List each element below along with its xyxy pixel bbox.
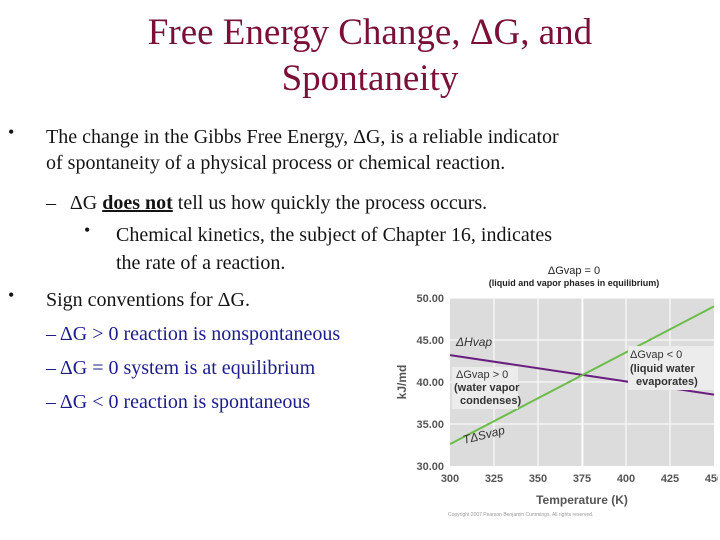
sub-bullet-dash: – — [46, 192, 56, 214]
annotation-box-left — [452, 367, 518, 409]
x-tick-label-0: 300 — [441, 473, 459, 485]
sub-bullet-emphasis: does not — [102, 192, 173, 214]
x-tick-label-2: 350 — [529, 473, 547, 485]
convention-zero: – ΔG = 0 system is at equilibrium — [46, 357, 316, 379]
y-tick-label-4: 50.00 — [416, 293, 444, 305]
annotation-right-2: (liquid water — [630, 363, 696, 375]
y-tick-label-2: 40.00 — [416, 377, 444, 389]
x-tick-label-6: 450 — [705, 473, 718, 485]
subsub-bullet-marker: • — [84, 220, 91, 240]
y-tick-labels: 30.00 35.00 40.00 45.00 50.00 — [416, 293, 444, 473]
x-tick-label-3: 375 — [573, 473, 591, 485]
bullet-marker-2: • — [8, 285, 15, 305]
bullet-1-line-1: The change in the Gibbs Free Energy, ΔG,… — [46, 126, 559, 148]
title-line-2: Spontaneity — [281, 58, 459, 99]
series-line-tdsvap — [449, 305, 715, 446]
series-label-dhvap: ΔHvap — [455, 335, 492, 349]
convention-negative: – ΔG < 0 reaction is spontaneous — [46, 391, 311, 413]
annotation-right-1: ΔGvap < 0 — [630, 349, 682, 361]
y-tick-label-3: 45.00 — [416, 335, 444, 347]
y-axis-label: kJ/md — [395, 365, 409, 400]
bullet-1-line-2: of spontaneity of a physical process or … — [46, 152, 506, 174]
x-axis-label: Temperature (K) — [536, 493, 628, 507]
bullet-2: Sign conventions for ΔG. — [46, 289, 250, 311]
sub-bullet-pre: ΔG — [69, 192, 103, 214]
slide-title: Free Energy Change, ΔG, and Spontaneity — [60, 10, 680, 102]
x-tick-label-1: 325 — [485, 473, 503, 485]
annotation-box-right — [628, 346, 714, 390]
subsub-line-2: the rate of a reaction. — [116, 252, 286, 274]
annotation-left-2: (water vapor — [454, 382, 520, 394]
subsub-line-1: Chemical kinetics, the subject of Chapte… — [116, 224, 552, 246]
sub-bullet: – ΔG does not tell us how quickly the pr… — [46, 191, 487, 215]
y-tick-label-1: 35.00 — [416, 419, 444, 431]
y-tick-label-0: 30.00 — [416, 461, 444, 473]
convention-positive: – ΔG > 0 reaction is nonspontaneous — [46, 323, 341, 345]
annotation-top-sub: (liquid and vapor phases in equilibrium) — [489, 278, 660, 288]
gibbs-energy-chart: 30.00 35.00 40.00 45.00 50.00 300 325 350 375 40… — [395, 265, 718, 518]
annotation-left-1: ΔGvap > 0 — [456, 369, 508, 381]
x-tick-labels: 300 325 350 375 400 425 450 — [441, 473, 718, 485]
x-tick-label-5: 425 — [661, 473, 679, 485]
title-line-1: Free Energy Change, ΔG, and — [147, 12, 593, 53]
annotation-left-3: condenses) — [460, 395, 521, 407]
sub-bullet-post: tell us how quickly the process occurs. — [172, 192, 488, 214]
annotation-right-3: evaporates) — [636, 376, 698, 388]
copyright-note: Copyright 2007 Pearson Benjamin Cummings… — [448, 512, 593, 518]
bullet-marker: • — [8, 122, 15, 142]
annotation-top-main: ΔGvap = 0 — [548, 265, 600, 277]
x-tick-label-4: 400 — [617, 473, 635, 485]
